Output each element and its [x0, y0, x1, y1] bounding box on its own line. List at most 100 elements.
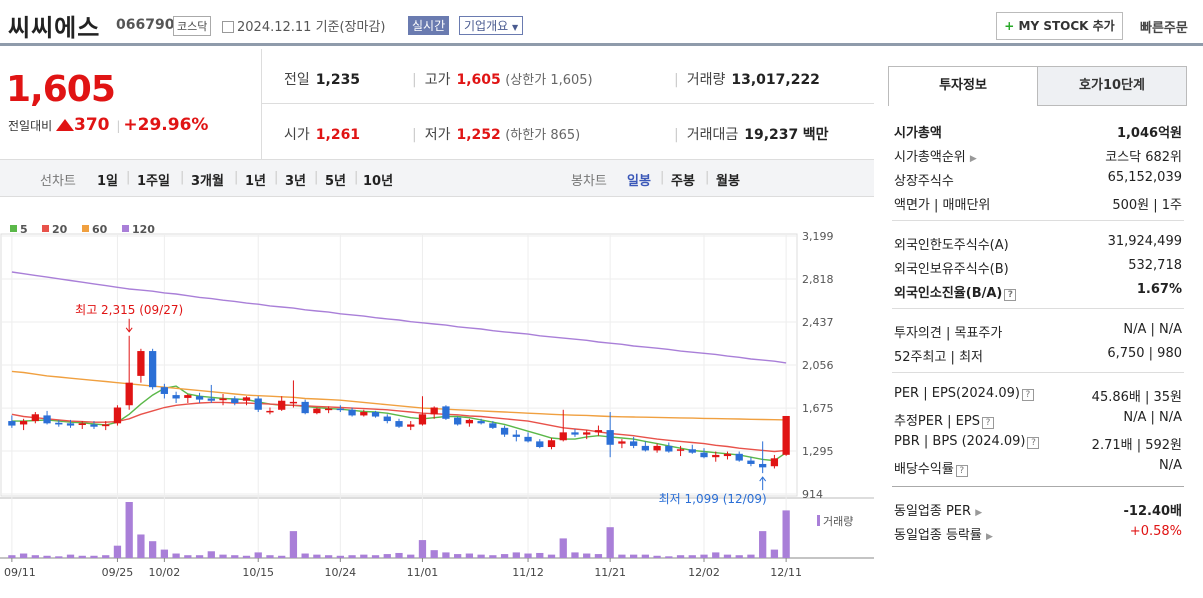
candle-body: [524, 436, 532, 442]
ma-line-5: [11, 385, 787, 462]
volume-bar: [172, 553, 180, 558]
divider: |: [354, 170, 359, 185]
rank-label-wrap[interactable]: 시가총액순위 ▶: [894, 146, 977, 165]
price-change: 전일대비 370 | +29.96%: [8, 115, 208, 135]
candle-body: [489, 423, 497, 428]
volume-bar: [770, 549, 779, 558]
volume-legend-swatch: [817, 515, 820, 526]
face-label: 액면가 | 매매단위: [894, 198, 991, 213]
legend-label-60: 60: [92, 223, 108, 236]
tab-investment-info[interactable]: 투자정보: [888, 66, 1038, 106]
volume-bar: [231, 555, 239, 558]
candle-body: [395, 421, 403, 427]
candle-body: [137, 351, 145, 376]
help-icon[interactable]: ?: [955, 465, 968, 477]
candle-body: [219, 398, 227, 401]
candle-body: [477, 421, 485, 424]
y-tick-label: 3,199: [802, 230, 834, 243]
legend-label-5: 5: [20, 223, 28, 236]
period-5y[interactable]: 5년: [325, 174, 347, 189]
divider: |: [674, 127, 679, 143]
volume-bar: [395, 552, 403, 558]
divider: |: [180, 170, 185, 185]
candle-body: [102, 424, 110, 427]
quick-order-link[interactable]: 빠른주문: [1140, 21, 1188, 36]
candle-body: [66, 423, 75, 426]
divider: |: [674, 72, 679, 88]
shares-value: 65,152,039: [1107, 170, 1182, 185]
divider: |: [234, 170, 239, 185]
mystock-label: MY STOCK 추가: [1018, 19, 1115, 33]
candle-body: [266, 410, 274, 413]
volume-bar: [512, 552, 520, 558]
overview-dropdown[interactable]: 기업개요 ▼: [459, 16, 524, 35]
est-per-label: 추정PER | EPS: [894, 414, 980, 429]
realtime-button[interactable]: 실시간: [408, 16, 450, 35]
arrow-right-icon: ▶: [969, 154, 977, 164]
low-sub: (하한가 865): [505, 128, 581, 143]
x-tick-label: 12/02: [688, 566, 720, 579]
volume-bar: [665, 556, 673, 558]
candle-body: [571, 432, 579, 435]
price-chart[interactable]: 5 20 60 120 3,199 2,818 2,437 2,056 1,675 1,295 91…: [0, 200, 874, 598]
open-label: 시가: [284, 127, 310, 143]
period-1d[interactable]: 1일: [97, 174, 119, 189]
tab-order-book[interactable]: 호가10단계: [1037, 66, 1187, 106]
volume-bar: [477, 554, 485, 558]
volume-bar: [442, 552, 450, 558]
candle-daily[interactable]: 일봉: [627, 174, 651, 189]
date-label: 2024.12.11 기준(장마감): [237, 20, 386, 35]
candle-body: [172, 395, 180, 399]
x-tick-label: 11/12: [512, 566, 544, 579]
volume-bar: [583, 553, 591, 558]
divider: |: [412, 72, 417, 88]
period-10y[interactable]: 10년: [363, 174, 394, 189]
foreign-limit-value: 31,924,499: [1107, 234, 1182, 249]
mcap-label: 시가총액: [894, 126, 942, 141]
candle-body: [336, 408, 344, 411]
candle-body: [324, 408, 333, 411]
volume-bar: [618, 554, 626, 558]
industry-per-label-wrap[interactable]: 동일업종 PER ▶: [894, 500, 982, 519]
help-icon[interactable]: ?: [1021, 389, 1034, 401]
help-icon[interactable]: ?: [981, 417, 994, 429]
mystock-add-button[interactable]: + MY STOCK 추가: [996, 12, 1123, 40]
group-divider: [892, 220, 1184, 221]
dividend-label-wrap: 배당수익률?: [894, 458, 968, 477]
candle-body: [55, 422, 63, 425]
investment-info-panel: 투자정보 호가10단계 시가총액 1,046억원 시가총액순위 ▶ 코스닥 682위…: [888, 66, 1188, 546]
ma-line-60: [11, 370, 787, 421]
volume-bar: [571, 552, 579, 558]
volume-bar: [383, 554, 391, 558]
volume-bar: [324, 555, 333, 558]
period-3m[interactable]: 3개월: [191, 174, 224, 189]
candle-body: [735, 453, 743, 461]
volume-bar: [184, 555, 192, 558]
dividend-value: N/A: [1159, 458, 1182, 473]
volume-bar: [278, 555, 286, 558]
industry-rate-label-wrap[interactable]: 동일업종 등락률 ▶: [894, 524, 993, 543]
prev-value: 1,235: [315, 72, 361, 88]
divider: |: [274, 170, 279, 185]
candle-body: [160, 387, 169, 394]
help-icon[interactable]: ?: [1004, 289, 1017, 301]
amount-label: 거래대금: [686, 127, 739, 143]
help-icon[interactable]: ?: [1027, 437, 1040, 449]
period-3y[interactable]: 3년: [285, 174, 307, 189]
legend-label-120: 120: [132, 223, 155, 236]
foreign-hold-label: 외국인보유주식수(B): [894, 262, 1009, 277]
per-value: 45.86배 | 35원: [1091, 390, 1182, 405]
volume-value: 13,017,222: [731, 72, 820, 88]
x-tick-label: 10/24: [324, 566, 356, 579]
candle-weekly[interactable]: 주봉: [671, 174, 695, 189]
divider: |: [660, 170, 665, 185]
volume-bar: [524, 553, 532, 558]
period-1w[interactable]: 1주일: [137, 174, 170, 189]
volume-bar: [195, 555, 204, 558]
candle-monthly[interactable]: 월봉: [716, 174, 740, 189]
open-value: 1,261: [315, 127, 361, 143]
period-1y[interactable]: 1년: [245, 174, 267, 189]
mcap-value: 1,046억원: [1116, 126, 1182, 141]
candle-body: [583, 432, 591, 435]
low-value: 1,252: [456, 127, 501, 143]
